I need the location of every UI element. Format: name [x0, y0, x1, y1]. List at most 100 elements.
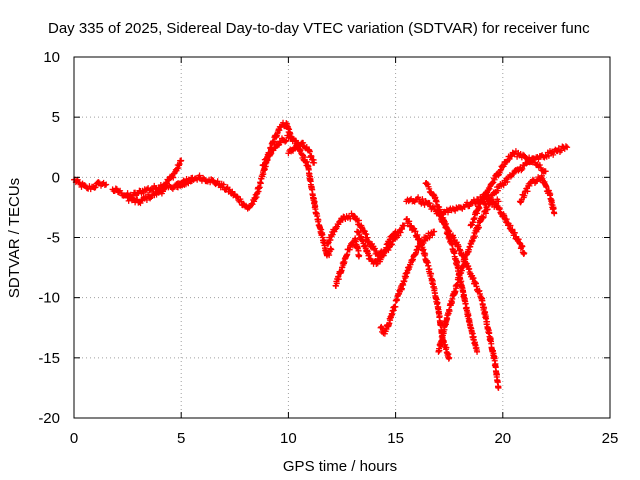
- data-point: [470, 275, 477, 282]
- x-tick-label: 10: [280, 430, 297, 447]
- data-point: [519, 165, 526, 172]
- data-point: [181, 181, 188, 188]
- data-point: [524, 188, 531, 195]
- data-point: [401, 222, 408, 229]
- data-point: [506, 156, 513, 163]
- data-point: [434, 207, 441, 214]
- data-point: [484, 318, 491, 325]
- data-point: [472, 233, 479, 240]
- data-point: [335, 276, 342, 283]
- data-point: [436, 347, 443, 354]
- data-point: [482, 210, 489, 217]
- series-arc-early-a: [71, 176, 110, 193]
- data-point: [233, 193, 240, 200]
- x-tick-labels: 0 5 10 15 20 25: [70, 430, 619, 447]
- series-arc-midday-b: [332, 235, 363, 290]
- x-axis-label: GPS time / hours: [283, 458, 397, 475]
- y-tick-label: 5: [52, 109, 60, 126]
- x-tick-label: 5: [177, 430, 185, 447]
- data-point: [406, 218, 413, 225]
- series-arc-dip-5: [435, 196, 502, 355]
- data-point: [424, 181, 431, 188]
- data-point: [363, 231, 370, 238]
- series-arc-late-c: [474, 196, 528, 258]
- data-point: [220, 181, 227, 188]
- data-point: [326, 252, 333, 259]
- data-point: [143, 197, 150, 204]
- data-point: [562, 143, 569, 150]
- data-point: [264, 156, 271, 163]
- y-axis-label: SDTVAR / TECUs: [6, 178, 23, 298]
- data-point: [282, 138, 289, 145]
- data-point: [419, 196, 426, 203]
- y-tick-label: 0: [52, 169, 60, 186]
- grid-lines: [74, 57, 610, 418]
- series-arc-morning: [173, 119, 296, 212]
- data-point: [137, 200, 144, 207]
- data-point: [112, 185, 119, 192]
- data-point: [356, 252, 363, 259]
- data-point: [355, 217, 362, 224]
- data-point: [113, 186, 120, 193]
- data-point: [475, 224, 482, 231]
- data-point: [311, 159, 318, 166]
- data-point: [529, 176, 536, 183]
- data-point: [422, 251, 429, 258]
- series-arc-late-d: [516, 172, 558, 217]
- data-point: [530, 156, 537, 163]
- series-arc-peak: [259, 132, 335, 259]
- data-point: [426, 200, 433, 207]
- series-arc-dip-2: [403, 215, 453, 362]
- data-point: [214, 178, 221, 185]
- data-point: [165, 177, 172, 184]
- series-arc-peak-b: [285, 139, 318, 166]
- data-point: [392, 228, 399, 235]
- data-points: [71, 119, 571, 391]
- data-point: [315, 216, 322, 223]
- data-point: [542, 168, 549, 175]
- data-point: [504, 178, 511, 185]
- data-point: [129, 195, 136, 202]
- data-point: [397, 229, 404, 236]
- data-point: [558, 147, 565, 154]
- data-point: [495, 198, 502, 205]
- series-arc-early-b: [109, 157, 185, 201]
- series-arc-midday-c: [354, 228, 399, 267]
- series-arc-late-b: [467, 148, 549, 229]
- data-point: [306, 148, 313, 155]
- data-point: [399, 225, 406, 232]
- data-point: [328, 246, 335, 253]
- data-point: [429, 232, 436, 239]
- data-point: [493, 371, 500, 378]
- data-point: [261, 162, 268, 169]
- data-point: [499, 162, 506, 169]
- data-point: [196, 172, 203, 179]
- data-point: [178, 157, 185, 164]
- y-tick-label: -5: [47, 230, 60, 247]
- data-point: [95, 179, 102, 186]
- data-point: [395, 232, 402, 239]
- data-point: [474, 348, 481, 355]
- data-point: [327, 245, 334, 252]
- data-point: [452, 288, 459, 295]
- data-point: [283, 137, 290, 144]
- series-arc-dip-1: [377, 228, 438, 337]
- data-point: [289, 147, 296, 154]
- data-point: [392, 303, 399, 310]
- data-point: [446, 354, 453, 361]
- x-tick-label: 15: [387, 430, 404, 447]
- data-point: [486, 197, 493, 204]
- chart-title: Day 335 of 2025, Sidereal Day-to-day VTE…: [48, 20, 590, 37]
- data-point: [426, 185, 433, 192]
- x-tick-label: 20: [494, 430, 511, 447]
- x-tick-label: 0: [70, 430, 78, 447]
- data-point: [263, 157, 270, 164]
- series-arc-dip-4: [403, 194, 502, 391]
- data-point: [329, 231, 336, 238]
- data-point: [495, 384, 502, 391]
- data-point: [462, 258, 469, 265]
- data-point: [511, 229, 518, 236]
- data-point: [103, 181, 110, 188]
- x-tick-label: 25: [602, 430, 619, 447]
